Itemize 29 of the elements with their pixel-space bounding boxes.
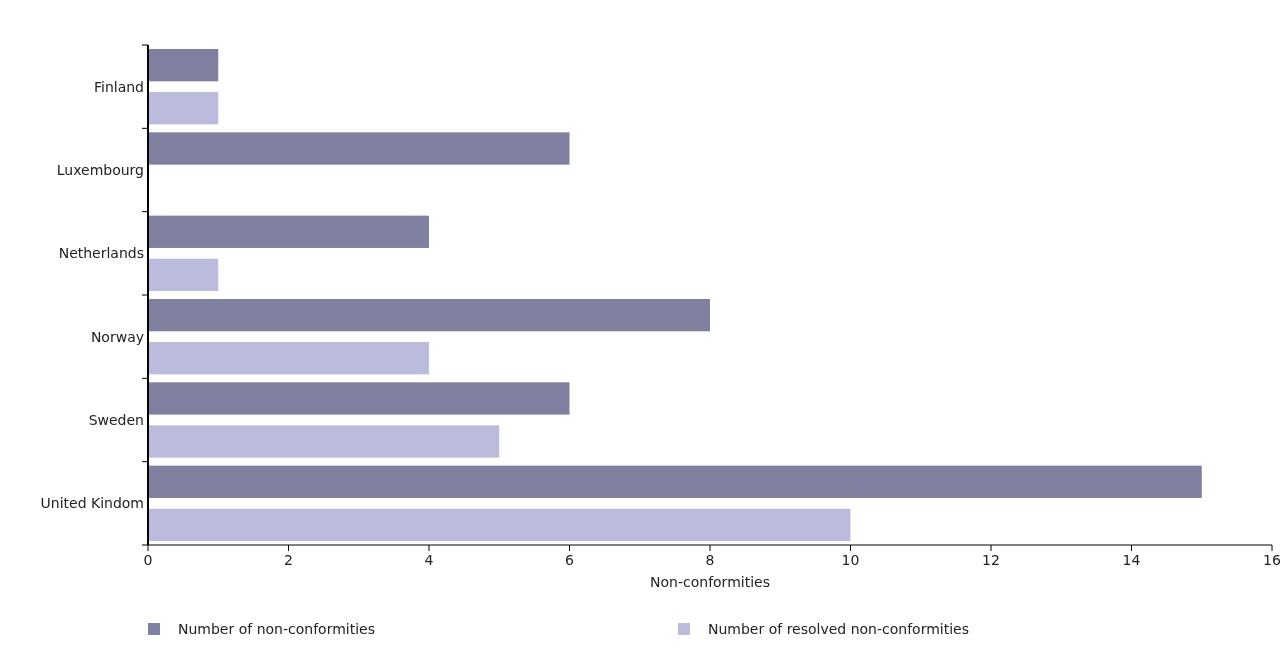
- bar: [148, 342, 429, 375]
- bar: [148, 215, 429, 248]
- x-tick-label: 12: [982, 552, 1000, 568]
- bar: [148, 49, 219, 82]
- x-tick-label: 8: [705, 552, 715, 568]
- x-tick-label: 2: [284, 552, 293, 568]
- x-tick-label: 16: [1263, 552, 1281, 568]
- y-tick-label: Norway: [90, 328, 144, 345]
- bar: [148, 299, 710, 332]
- bar: [148, 258, 219, 291]
- bar: [148, 508, 851, 541]
- y-tick-label: Finland: [93, 78, 144, 95]
- y-tick-label: Sweden: [88, 412, 144, 428]
- bar: [148, 92, 219, 125]
- x-tick-label: 14: [1122, 552, 1141, 568]
- y-tick-label: Luxembourg: [56, 162, 144, 178]
- legend-label: Number of non-conformities: [178, 621, 375, 637]
- y-tick-label: United Kindom: [40, 495, 144, 512]
- legend-label: Number of resolved non-conformities: [708, 621, 969, 637]
- x-tick-label: 6: [565, 552, 575, 568]
- bar: [148, 132, 570, 165]
- x-tick-label: 4: [424, 552, 434, 568]
- x-axis-title: Non-conformities: [650, 574, 770, 590]
- bar: [148, 382, 570, 415]
- bar: [148, 425, 500, 458]
- bar: [148, 465, 1202, 498]
- y-tick-label: Netherlands: [58, 245, 144, 262]
- x-tick-label: 10: [841, 552, 860, 568]
- x-tick-label: 0: [143, 552, 153, 568]
